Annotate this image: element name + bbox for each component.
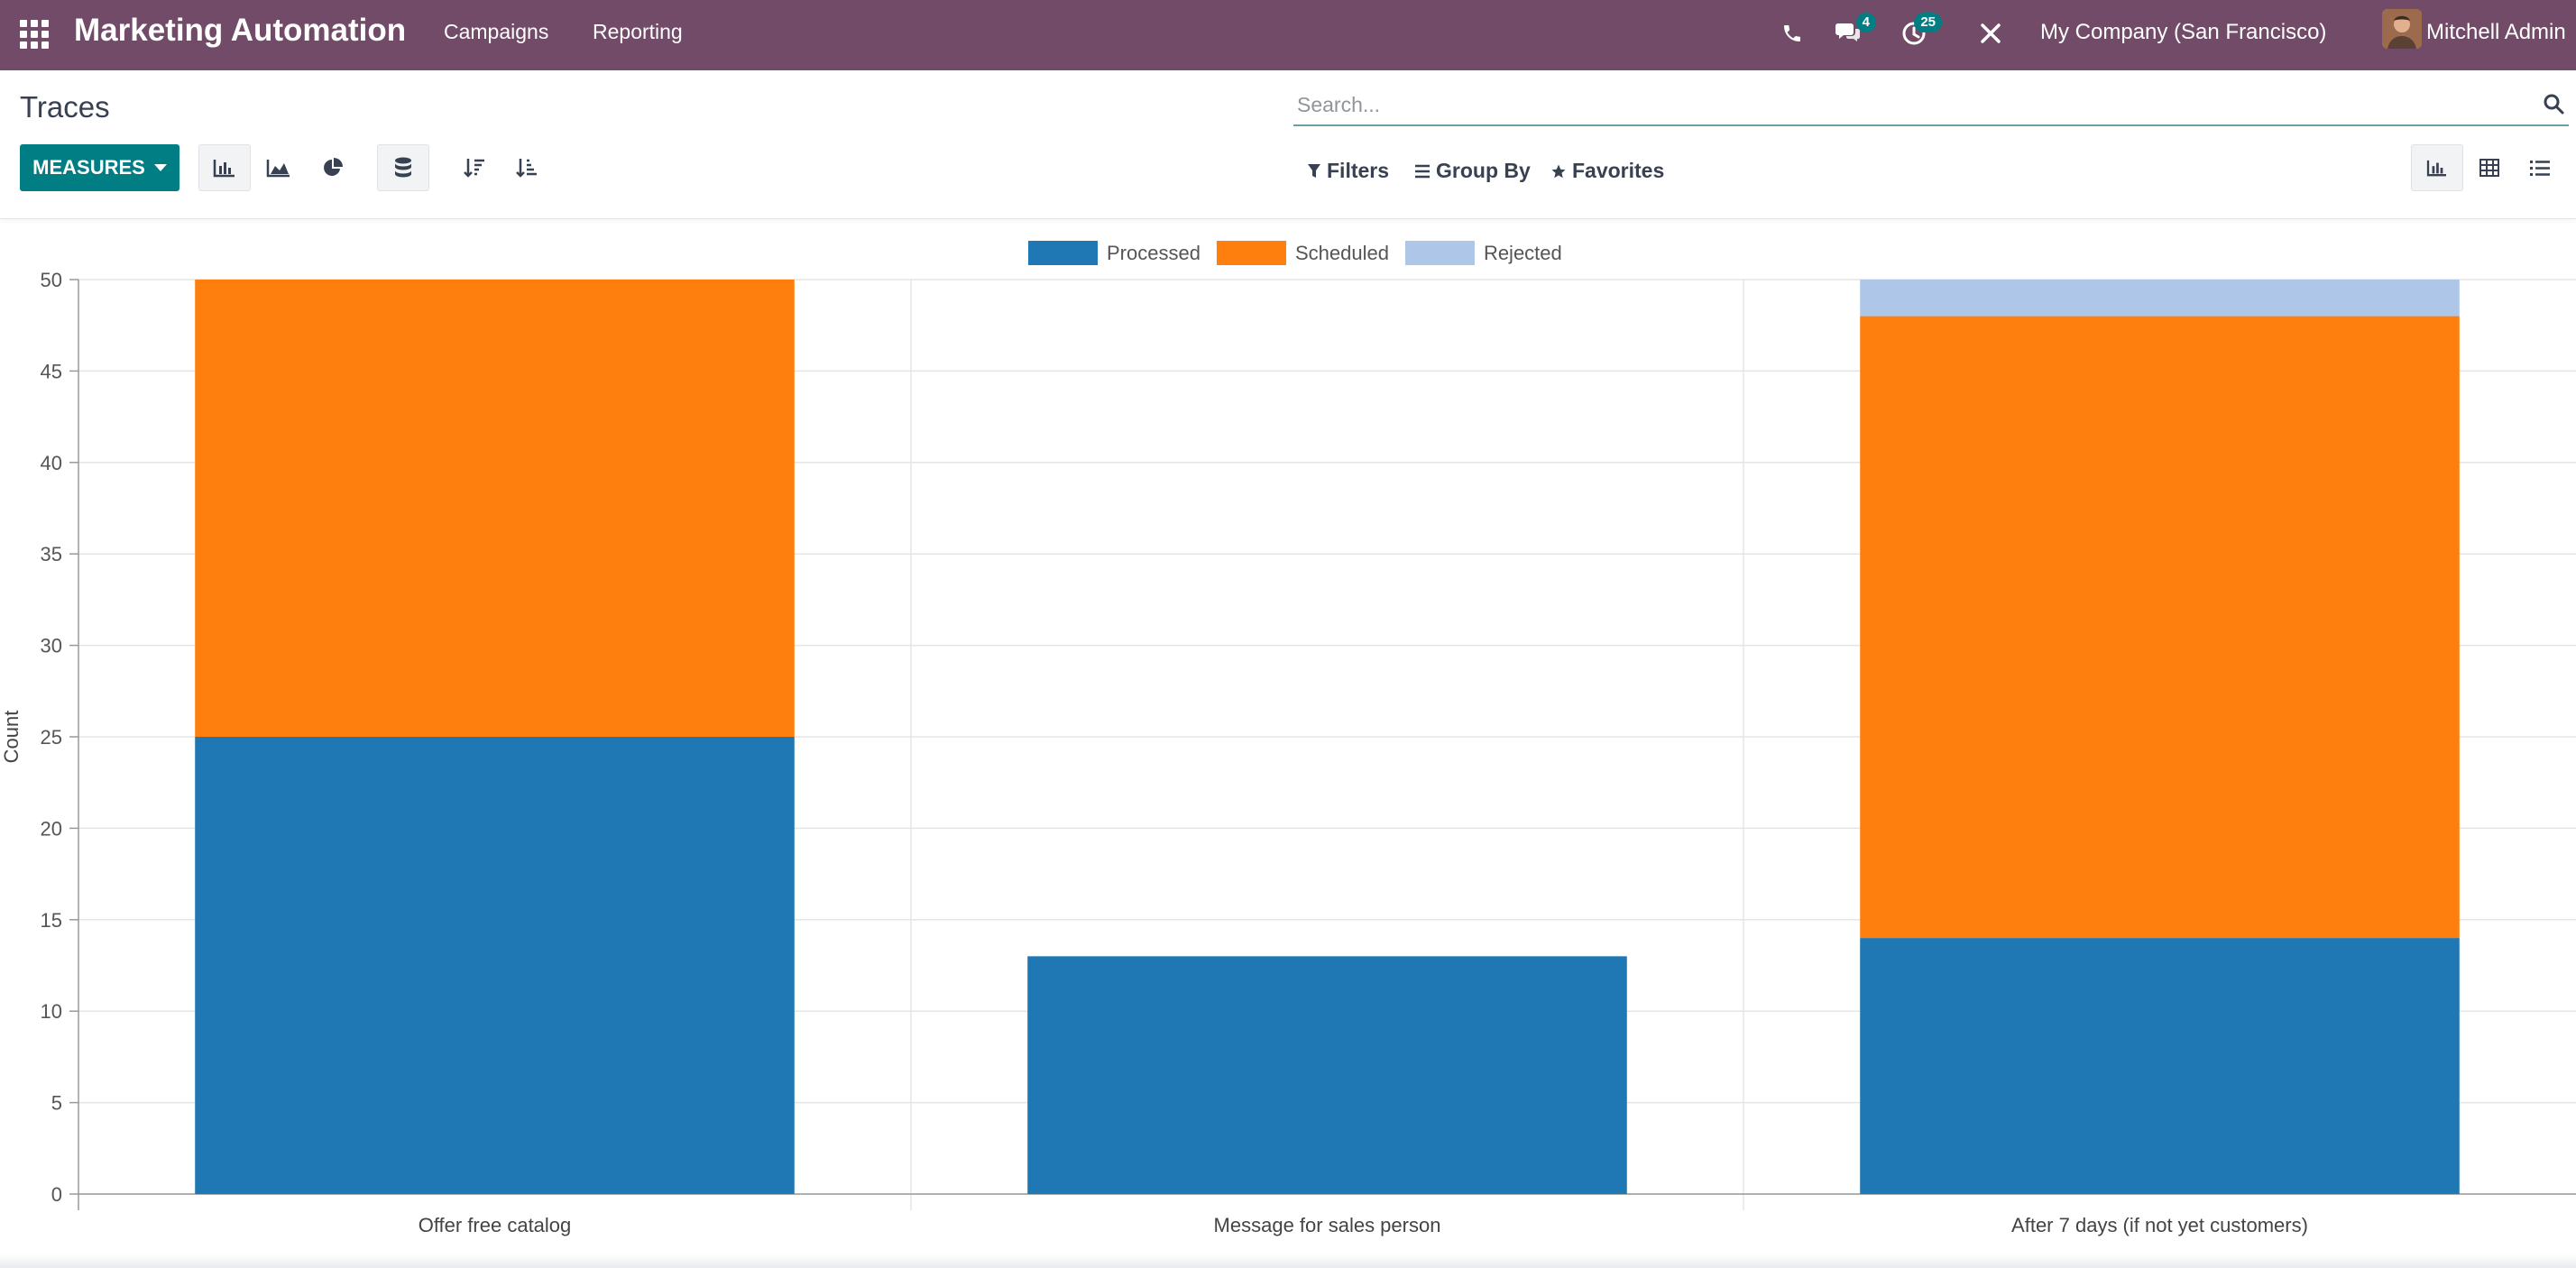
activities-clock-icon[interactable]: 25 [1899, 13, 1942, 49]
search-icon[interactable] [2542, 92, 2569, 119]
y-axis-title: Count [0, 711, 23, 764]
bar-processed [195, 737, 795, 1194]
x-tick-label: Offer free catalog [419, 1214, 572, 1236]
line-chart-mode-button[interactable] [253, 144, 305, 191]
menu-reporting[interactable]: Reporting [593, 20, 683, 43]
user-avatar[interactable] [2382, 9, 2422, 49]
legend-label-processed: Processed [1107, 242, 1201, 264]
filters-label: Filters [1327, 159, 1390, 182]
measures-button[interactable]: MEASURES [20, 144, 179, 191]
filter-icon [1308, 163, 1320, 178]
measures-label: MEASURES [32, 156, 145, 179]
x-tick-label: After 7 days (if not yet customers) [2011, 1214, 2308, 1236]
y-tick-label: 40 [41, 452, 62, 474]
search-bar [1293, 88, 2569, 126]
y-tick-label: 15 [41, 909, 62, 932]
list-view-button[interactable] [2514, 144, 2566, 191]
sort-descending-button[interactable] [448, 144, 501, 191]
pivot-view-button[interactable] [2463, 144, 2516, 191]
legend-swatch-rejected [1404, 241, 1475, 265]
bar-processed [1027, 956, 1627, 1194]
y-tick-label: 45 [41, 360, 62, 382]
group-by-label: Group By [1436, 159, 1531, 182]
messages-icon[interactable]: 4 [1833, 13, 1876, 49]
user-menu[interactable]: Mitchell Admin [2426, 20, 2566, 44]
app-title[interactable]: Marketing Automation [74, 13, 407, 48]
y-tick-label: 25 [41, 726, 62, 749]
pivot-table-icon [2479, 159, 2499, 177]
sort-desc-icon [464, 159, 484, 178]
x-tick-label: Message for sales person [1214, 1214, 1441, 1236]
debug-tools-icon[interactable] [1975, 18, 2006, 49]
group-by-toggle[interactable]: Group By [1414, 159, 1531, 183]
list-view-icon [2530, 161, 2550, 176]
legend-swatch-scheduled [1216, 241, 1286, 265]
activities-badge: 25 [1914, 13, 1942, 32]
sort-asc-icon [516, 159, 537, 178]
page-title: Traces [20, 90, 110, 124]
group-by-icon [1415, 164, 1430, 178]
y-tick-label: 30 [41, 635, 62, 657]
favorites-label: Favorites [1572, 159, 1665, 182]
control-panel: Traces MEASURES Filters Group By Favorit… [0, 70, 2576, 219]
sort-ascending-button[interactable] [501, 144, 553, 191]
bar-chart-icon [213, 160, 235, 178]
y-tick-label: 0 [51, 1183, 62, 1206]
top-navbar: Marketing Automation Campaigns Reporting… [0, 0, 2576, 70]
filters-toggle[interactable]: Filters [1307, 159, 1389, 183]
bar-scheduled [195, 280, 795, 737]
bar-scheduled [1860, 316, 2460, 939]
y-tick-label: 20 [41, 817, 62, 840]
legend-swatch-processed [1028, 241, 1098, 265]
graph-view-button[interactable] [2411, 144, 2463, 191]
graph-view: 0 5 10 15 20 25 30 35 40 45 50 Offer free catalog Me… [0, 219, 2576, 1268]
pie-chart-icon [324, 158, 343, 176]
area-chart-icon [266, 160, 290, 178]
y-tick-label: 10 [41, 1000, 62, 1023]
messages-badge: 4 [1855, 13, 1876, 32]
stacked-bar-chart: 0 5 10 15 20 25 30 35 40 45 50 Offer free catalog Me… [0, 241, 2576, 1268]
caret-down-icon [153, 164, 167, 171]
y-tick-label: 35 [41, 543, 62, 565]
y-tick-label: 5 [51, 1092, 62, 1115]
bottom-edge-shadow [0, 1254, 2576, 1268]
company-switcher[interactable]: My Company (San Francisco) [2040, 20, 2327, 44]
legend-label-rejected: Rejected [1484, 242, 1562, 264]
bar-rejected [1860, 280, 2460, 317]
pie-chart-mode-button[interactable] [307, 144, 359, 191]
search-input[interactable] [1293, 88, 2527, 121]
menu-campaigns[interactable]: Campaigns [444, 20, 549, 43]
y-tick-label: 50 [41, 269, 62, 291]
database-stack-icon [395, 157, 411, 178]
phone-icon[interactable] [1777, 18, 1808, 49]
legend-label-scheduled: Scheduled [1295, 242, 1389, 264]
apps-menu-icon[interactable] [20, 20, 49, 49]
star-icon [1551, 164, 1566, 178]
bar-processed [1860, 938, 2460, 1194]
graph-view-icon [2426, 160, 2446, 177]
bar-chart-mode-button[interactable] [198, 144, 251, 191]
stacked-toggle-button[interactable] [377, 144, 429, 191]
favorites-toggle[interactable]: Favorites [1550, 159, 1664, 183]
